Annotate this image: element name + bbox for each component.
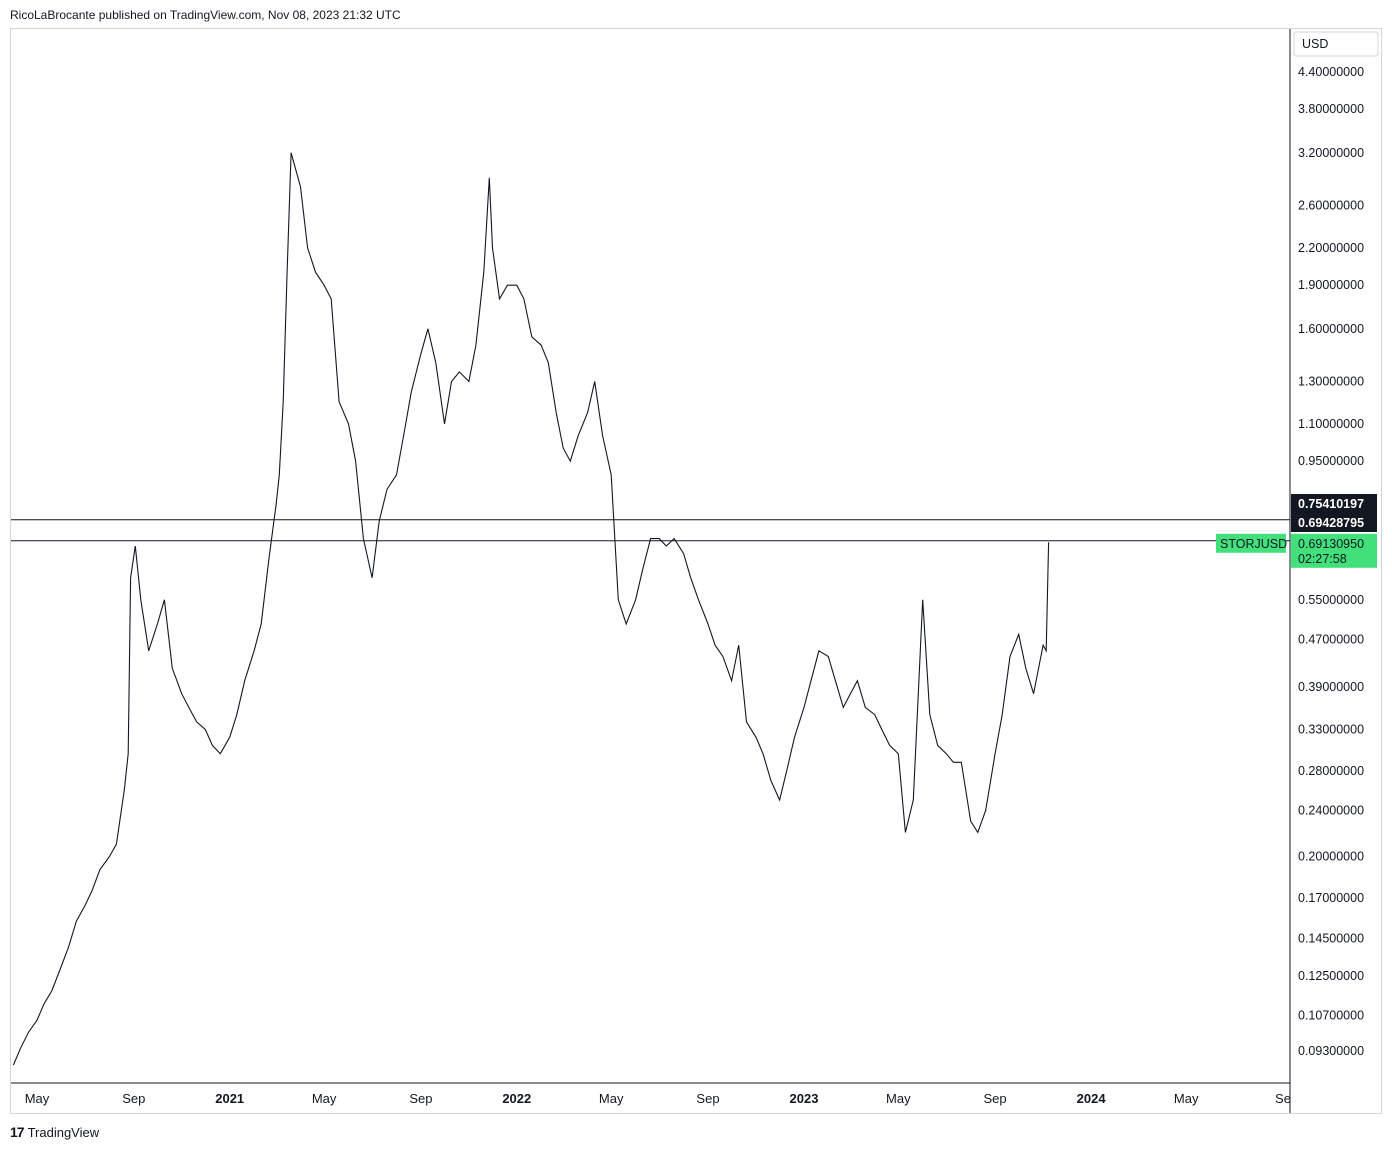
y-tick-label: 4.40000000 <box>1298 65 1364 79</box>
y-tick-label: 0.20000000 <box>1298 850 1364 864</box>
y-tick-label: 0.95000000 <box>1298 454 1364 468</box>
footer-brand: TradingView <box>27 1124 100 1140</box>
price-series-line <box>12 152 1050 1066</box>
y-tick-label: 1.30000000 <box>1298 375 1364 389</box>
y-tick-label: 0.24000000 <box>1298 803 1364 817</box>
y-tick-label: 1.90000000 <box>1298 278 1364 292</box>
y-tick-label: 0.33000000 <box>1298 723 1364 737</box>
x-tick-label: May <box>25 1091 50 1106</box>
currency-button[interactable] <box>1293 31 1379 57</box>
y-tick-label: 2.60000000 <box>1298 199 1364 213</box>
x-tick-label: 2023 <box>790 1091 819 1106</box>
tradingview-logo-icon: 17 <box>10 1124 25 1140</box>
level-price-tag <box>1291 494 1377 513</box>
y-tick-label: 0.10700000 <box>1298 1008 1364 1022</box>
chart-frame[interactable] <box>10 28 1382 1114</box>
level-price-label: 0.75410197 <box>1298 497 1364 511</box>
x-tick-label: May <box>1174 1091 1199 1106</box>
symbol-label: STORJUSD <box>1220 537 1287 551</box>
x-tick-label: Sep <box>696 1091 719 1106</box>
y-tick-label: 0.55000000 <box>1298 593 1364 607</box>
x-tick-label: May <box>886 1091 911 1106</box>
y-tick-label: 0.28000000 <box>1298 764 1364 778</box>
x-tick-label: 2022 <box>502 1091 531 1106</box>
x-tick-label: Sep <box>122 1091 145 1106</box>
bar-countdown-label: 02:27:58 <box>1298 552 1347 566</box>
y-tick-label: 0.17000000 <box>1298 891 1364 905</box>
footer: 17 TradingView <box>10 1124 99 1140</box>
y-tick-label: 0.39000000 <box>1298 680 1364 694</box>
level-price-tag <box>1291 513 1377 532</box>
x-tick-label: Sep <box>984 1091 1007 1106</box>
x-tick-label: May <box>312 1091 337 1106</box>
x-tick-label: May <box>599 1091 624 1106</box>
y-tick-label: 1.60000000 <box>1298 322 1364 336</box>
y-tick-label: 0.09300000 <box>1298 1044 1364 1058</box>
x-tick-label: Se <box>1275 1091 1291 1106</box>
last-price-label: 0.69130950 <box>1298 537 1364 551</box>
x-tick-label: 2021 <box>215 1091 244 1106</box>
level-price-label: 0.69428795 <box>1298 516 1364 530</box>
currency-label: USD <box>1302 37 1328 51</box>
x-tick-label: 2024 <box>1077 1091 1107 1106</box>
y-tick-label: 3.20000000 <box>1298 146 1364 160</box>
y-tick-label: 2.20000000 <box>1298 241 1364 255</box>
y-tick-label: 3.80000000 <box>1298 102 1364 116</box>
x-tick-label: Sep <box>409 1091 432 1106</box>
last-price-tag <box>1291 533 1377 568</box>
symbol-tag <box>1216 533 1286 553</box>
publisher-line: RicoLaBrocante published on TradingView.… <box>10 8 401 22</box>
y-tick-label: 1.10000000 <box>1298 417 1364 431</box>
y-tick-label: 0.14500000 <box>1298 931 1364 945</box>
y-tick-label: 0.47000000 <box>1298 633 1364 647</box>
y-tick-label: 0.12500000 <box>1298 969 1364 983</box>
